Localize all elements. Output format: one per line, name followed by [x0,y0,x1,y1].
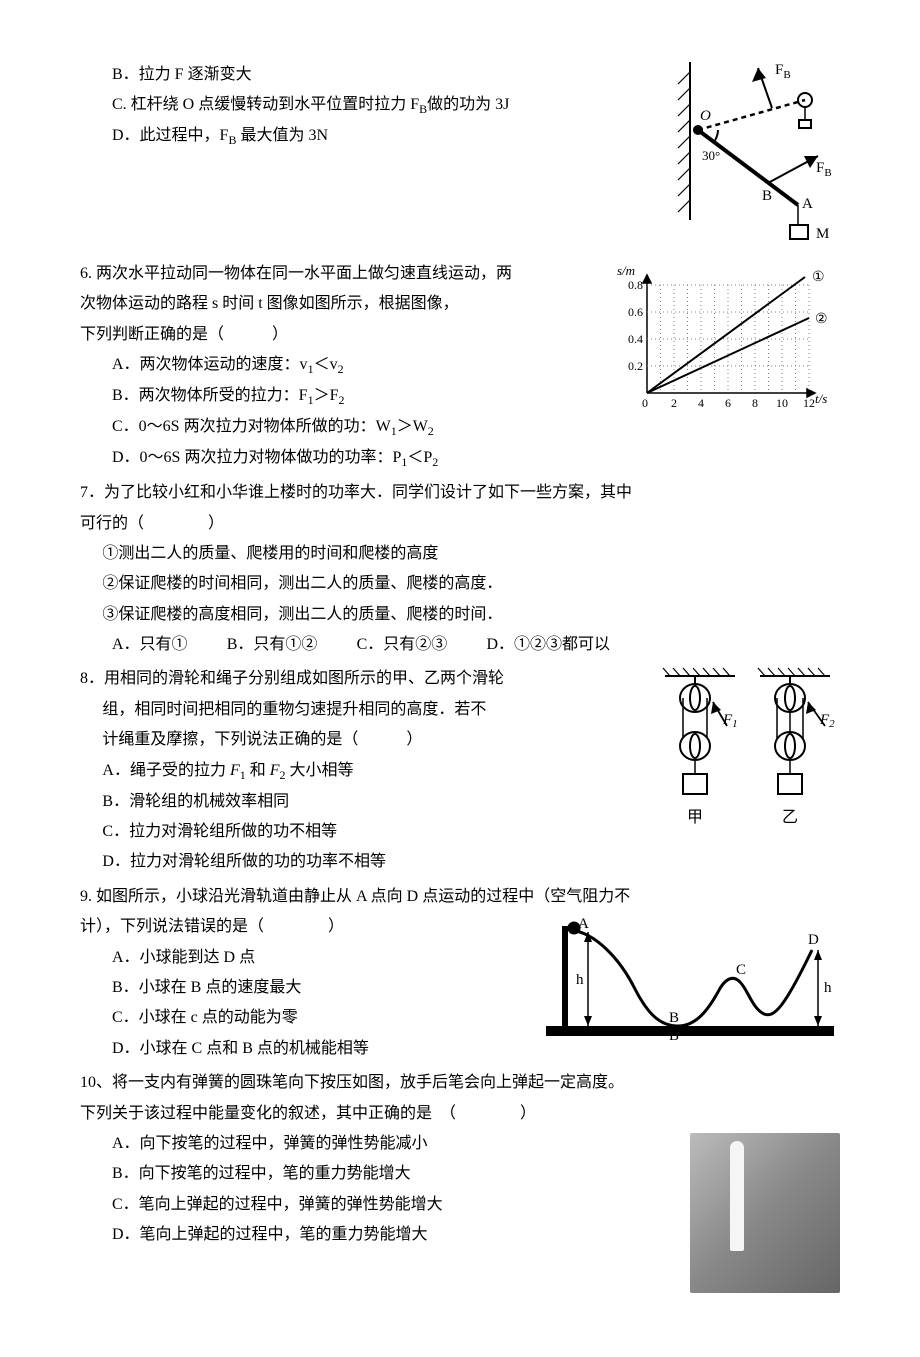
q9-h2: h [824,980,832,996]
q5-optc-text: C. 杠杆绕 O 点缓慢转动到水平位置时拉力 F [112,96,419,113]
q8-cap1: 甲 [687,809,703,826]
q5-fb1-sub: B [783,69,790,81]
q6-xtick-1: 4 [698,396,704,410]
q9-figure: A B B C D h h [540,914,840,1044]
question-9: 9. 如图所示，小球沿光滑轨道由静止从 A 点向 D 点运动的过程中（空气阻力不 [80,882,840,1064]
q6-ytick-0: 0.2 [628,359,643,373]
q5-optd-pre: D．此过程中，F [112,127,228,144]
q7-line-2: ②保证爬楼的时间相同，测出二人的质量、爬楼的高度． [80,569,840,599]
question-6: s/m t/s [80,259,840,474]
q5-M: M [816,226,829,242]
q5-fb2-sub: B [824,167,831,179]
q8-cap2: 乙 [782,809,798,826]
q7-stem-2: 可行的（ ） [80,509,840,539]
q7-option-b: B．只有①② [227,630,318,660]
q5-A: A [802,196,813,212]
q7-option-c: C．只有②③ [357,630,448,660]
q5-fb2: F [816,160,824,176]
q7-option-d: D．①②③都可以 [487,630,611,660]
q6-xtick-2: 6 [725,396,731,410]
q6-ytick-2: 0.6 [628,305,643,319]
q9-C: C [736,962,746,978]
q5-optc-tail: 做的功为 3J [427,96,509,113]
q9-A: A [578,916,589,932]
q6-option-c: C．0～6S 两次拉力对物体所做的功：W1＞W2 [80,412,840,443]
q6-xlabel: t/s [815,391,827,406]
q10-stem-2: 下列关于该过程中能量变化的叙述，其中正确的是 （ ） [80,1099,840,1129]
svg-text:F1: F1 [722,712,738,730]
question-8: F1 F2 甲 乙 8．用相同的滑轮和绳子分别组成如图所示的甲、乙两个滑轮 组，… [80,664,840,877]
q6-xtick-5: 12 [803,396,815,410]
q7-line-3: ③保证爬楼的高度相同，测出二人的质量、爬楼的时间． [80,600,840,630]
q6-figure: s/m t/s [615,263,840,413]
q6-ytick-1: 0.4 [628,332,643,346]
question-5-tail: FB O FB 30° B A M B．拉力 F 逐渐变大 C. 杠杆绕 O 点… [80,60,840,255]
svg-text:0: 0 [642,396,648,410]
q6-ylabel: s/m [617,263,635,278]
q9-D: D [808,932,819,948]
q5-angle: 30° [702,148,720,163]
question-7: 7．为了比较小红和小华谁上楼时的功率大．同学们设计了如下一些方案，其中 可行的（… [80,478,840,660]
svg-text:F2: F2 [819,712,835,730]
q9-B2: B [669,1010,679,1026]
q7-line-1: ①测出二人的质量、爬楼用的时间和爬楼的高度 [80,539,840,569]
q6-xtick-0: 2 [671,396,677,410]
svg-text:FB: FB [775,62,791,81]
question-10: 10、将一支内有弹簧的圆珠笔向下按压如图，放手后笔会向上弹起一定高度。 下列关于… [80,1068,840,1293]
svg-text:FB: FB [816,160,832,179]
q6-xtick-3: 8 [752,396,758,410]
q5-B: B [762,188,772,204]
q5-optd-tail: 最大值为 3N [236,127,328,144]
q6-ytick-3: 0.8 [628,278,643,292]
q7-option-a: A．只有① [112,630,188,660]
q8-f1-sub: 1 [732,718,738,730]
q9-h1: h [576,972,584,988]
q10-figure [690,1133,840,1293]
q5-fb1: F [775,62,783,78]
q7-options: A．只有① B．只有①② C．只有②③ D．①②③都可以 [80,630,840,660]
q6-series2: ② [815,312,828,327]
q9-B: B [669,1028,679,1044]
q8-option-d: D．拉力对滑轮组所做的功的功率不相等 [80,847,840,877]
q5-O: O [700,108,711,124]
q6-option-d: D．0～6S 两次拉力对物体做功的功率：P1＜P2 [80,443,840,474]
q6-xtick-4: 10 [776,396,788,410]
q7-stem-1: 7．为了比较小红和小华谁上楼时的功率大．同学们设计了如下一些方案，其中 [80,478,840,508]
q10-stem-1: 10、将一支内有弹簧的圆珠笔向下按压如图，放手后笔会向上弹起一定高度。 [80,1068,840,1098]
q9-stem-1: 9. 如图所示，小球沿光滑轨道由静止从 A 点向 D 点运动的过程中（空气阻力不 [80,882,840,912]
q5-figure: FB O FB 30° B A M [670,60,840,255]
q8-figure: F1 F2 甲 乙 [655,664,840,839]
q8-f2-sub: 2 [829,718,835,730]
q6-series1: ① [812,270,825,285]
q5-optc-sub: B [419,103,427,117]
